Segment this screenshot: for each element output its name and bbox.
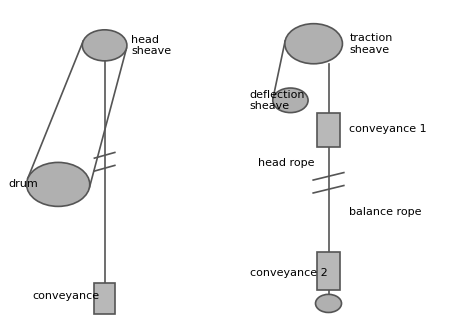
Circle shape (27, 162, 90, 206)
Text: head
sheave: head sheave (131, 35, 171, 56)
Bar (317, 252, 340, 289)
Circle shape (82, 30, 127, 61)
Bar (317, 113, 340, 147)
Text: balance rope: balance rope (349, 207, 422, 217)
Text: traction
sheave: traction sheave (349, 33, 393, 54)
Text: head rope: head rope (258, 158, 314, 168)
Text: conveyance 1: conveyance 1 (349, 124, 427, 134)
Circle shape (316, 294, 341, 313)
Circle shape (273, 88, 308, 113)
Circle shape (285, 24, 342, 64)
Text: conveyance: conveyance (33, 291, 100, 301)
Text: drum: drum (9, 180, 38, 189)
Bar (94, 283, 115, 314)
Text: conveyance 2: conveyance 2 (249, 268, 327, 278)
Text: deflection
sheave: deflection sheave (249, 89, 305, 111)
